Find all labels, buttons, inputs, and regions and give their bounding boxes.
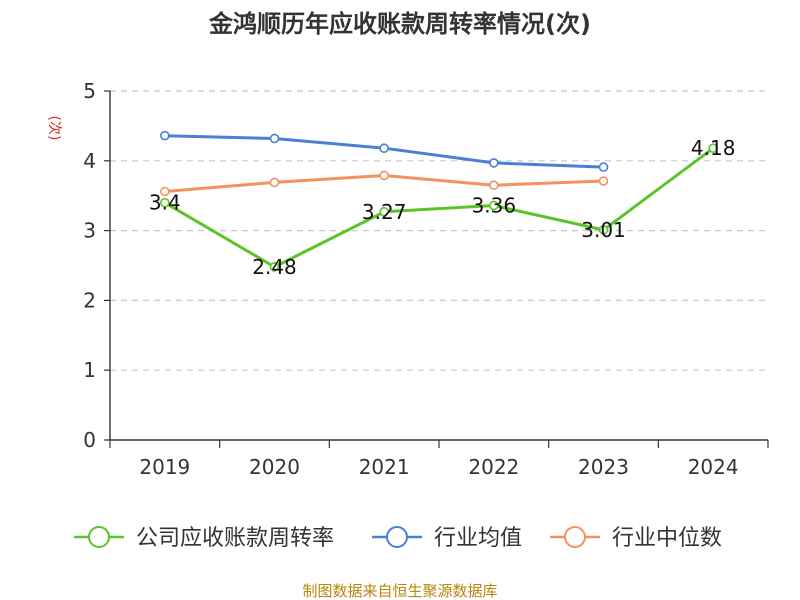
- x-tick-label-2022: 2022: [468, 455, 519, 479]
- data-point-0-2019: [160, 197, 170, 208]
- data-point-2-2021: [379, 170, 389, 181]
- data-labels: 3.4 2.48 3.27 3.36 3.01 4.18: [149, 136, 736, 279]
- data-label-2024: 4.18: [691, 136, 736, 160]
- chart-title: 金鸿顺历年应收账款周转率情况(次): [208, 10, 591, 38]
- legend-item-0[interactable]: 公司应收账款周转率: [74, 526, 334, 551]
- legend-label: 公司应收账款周转率: [136, 526, 334, 551]
- series-group: [160, 130, 718, 272]
- legend-marker: [386, 526, 408, 548]
- y-tick-label: 3: [83, 219, 96, 243]
- legend-marker: [88, 526, 110, 548]
- legend-label: 行业均值: [434, 526, 522, 551]
- data-point-2-2020: [269, 177, 280, 188]
- data-point-1-2022: [489, 158, 499, 168]
- x-tick-label-2024: 2024: [688, 455, 739, 479]
- data-point-1-2023: [598, 162, 609, 172]
- data-label-2023: 3.01: [581, 218, 626, 242]
- data-point-1-2020: [269, 133, 280, 144]
- x-tick-label-2020: 2020: [249, 455, 300, 479]
- y-tick-label: 5: [83, 79, 96, 103]
- data-point-1-2021: [379, 143, 389, 154]
- data-point-0-2020: [269, 262, 280, 272]
- data-point-1-2019: [160, 130, 170, 141]
- data-label-2021: 3.27: [362, 200, 407, 224]
- x-tick-label-2023: 2023: [578, 455, 629, 479]
- data-point-2-2023: [598, 176, 609, 186]
- data-label-2019: 3.4: [149, 191, 181, 215]
- gridlines: [110, 90, 768, 371]
- data-point-0-2021: [379, 206, 389, 217]
- data-label-2022: 3.36: [472, 193, 517, 217]
- y-axis-label: (次): [46, 116, 62, 141]
- legend-item-2[interactable]: 行业中位数: [550, 526, 722, 551]
- data-point-2-2022: [489, 180, 499, 191]
- series-line-0: [164, 146, 715, 269]
- y-tick-label: 2: [83, 288, 96, 312]
- y-tick-label: 1: [83, 358, 96, 382]
- legend-item-1[interactable]: 行业均值: [372, 526, 522, 551]
- x-tick-label-2021: 2021: [359, 455, 410, 479]
- axes: 0 1 2 3 4 5 2019 2020 2021 2022 2023 2024: [83, 79, 769, 479]
- data-point-2-2019: [160, 186, 170, 197]
- data-point-0-2024: [708, 143, 718, 154]
- data-point-0-2023: [598, 225, 609, 235]
- legend[interactable]: 公司应收账款周转率 行业均值 行业中位数: [74, 526, 722, 551]
- y-tick-label: 4: [83, 149, 96, 173]
- source-note: 制图数据来自恒生聚源数据库: [302, 582, 497, 600]
- x-tick-label-2019: 2019: [139, 455, 190, 479]
- legend-marker: [564, 526, 586, 548]
- legend-label: 行业中位数: [612, 526, 722, 551]
- data-point-0-2022: [489, 200, 499, 211]
- y-tick-label: 0: [83, 428, 96, 452]
- data-label-2020: 2.48: [252, 255, 297, 279]
